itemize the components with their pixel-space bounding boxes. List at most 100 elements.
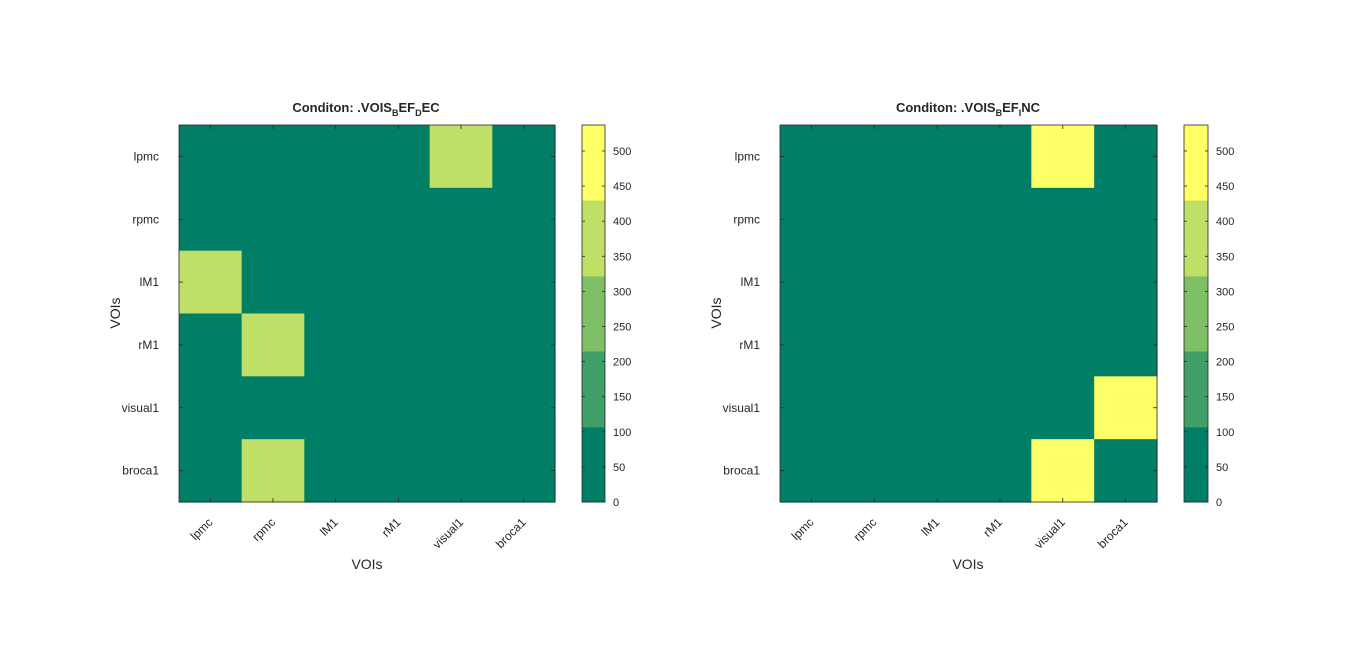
x-tick-label: lpmc xyxy=(789,515,817,543)
heatmap-cell xyxy=(429,376,493,440)
colorbar-tick-label: 50 xyxy=(613,462,625,474)
heatmap-cell xyxy=(842,187,907,252)
heatmap-cell xyxy=(179,187,243,252)
colorbar-level xyxy=(582,200,605,277)
x-axis-label-left: VOIs xyxy=(351,556,382,572)
x-tick-label: rM1 xyxy=(379,515,404,540)
heatmap-cell xyxy=(905,250,970,315)
colorbar-frame xyxy=(1183,124,1209,503)
heatmap-cell xyxy=(241,125,305,189)
heatmap-panel-left: Conditon: .VOISBEFDEC lpmc rpmc lM1 rM1 visu… xyxy=(107,100,631,572)
heatmap-cell xyxy=(492,250,556,315)
x-tick-label: broca1 xyxy=(1095,515,1131,551)
y-tick-labels-right: lpmc rpmc lM1 rM1 visual1 broca1 xyxy=(723,149,761,477)
heatmap-cell xyxy=(179,125,243,189)
colorbar-tick-label: 0 xyxy=(1216,497,1222,509)
x-tick-label: visual1 xyxy=(1032,515,1069,552)
colorbar-tick-label: 300 xyxy=(613,286,631,298)
heatmap-cell xyxy=(367,250,431,315)
y-tick-label: lpmc xyxy=(735,149,760,163)
colorbar-level xyxy=(1184,351,1208,428)
y-tick-label: visual1 xyxy=(723,401,761,415)
heatmap-cell xyxy=(367,187,431,252)
heatmap-cell xyxy=(492,125,556,189)
colorbar-level xyxy=(1184,200,1208,277)
heatmap-cell xyxy=(1094,313,1158,377)
colorbar-level xyxy=(582,125,605,201)
y-tick-label: rM1 xyxy=(739,338,760,352)
y-tick-label: lM1 xyxy=(741,275,761,289)
x-tick-label: lpmc xyxy=(188,515,216,543)
heatmap-cell xyxy=(842,125,907,189)
y-tick-label: visual1 xyxy=(122,401,160,415)
heatmap-cell xyxy=(304,125,368,189)
heatmap-cell xyxy=(780,439,844,503)
x-tick-label: visual1 xyxy=(430,515,467,552)
colorbar-right: 0 50 100 150 200 250 300 350 400 450 500 xyxy=(1183,124,1234,509)
axes-frame-left xyxy=(178,124,556,503)
heatmap-cell xyxy=(968,250,1032,315)
colorbar-level xyxy=(1184,275,1208,352)
heatmap-panel-right: Conditon: .VOISBEFINC lpmc rpmc lM1 rM1 visu… xyxy=(708,100,1234,572)
heatmap-cell xyxy=(968,313,1032,377)
x-tick-label: lM1 xyxy=(317,515,341,539)
heatmap-cell xyxy=(1094,439,1158,503)
heatmap-cell xyxy=(905,439,970,503)
colorbar-level xyxy=(582,351,605,428)
colorbar-level xyxy=(582,426,605,503)
colorbar-level xyxy=(1184,426,1208,503)
heatmap-cell xyxy=(842,439,907,503)
y-tick-label: rpmc xyxy=(132,212,159,226)
colorbar-tick-label: 50 xyxy=(1216,462,1228,474)
colorbar-tick-label: 350 xyxy=(613,251,631,263)
heatmap-cell xyxy=(1031,187,1095,252)
colorbar-tick-label: 450 xyxy=(1216,181,1234,193)
heatmap-cell xyxy=(1031,125,1095,189)
heatmap-cell xyxy=(842,376,907,440)
colorbar-tick-label: 100 xyxy=(613,427,631,439)
heatmap-cell xyxy=(304,376,368,440)
x-axis-label-right: VOIs xyxy=(952,556,983,572)
colorbar-tick-label: 200 xyxy=(1216,357,1234,369)
heatmap-cell xyxy=(968,439,1032,503)
colorbar-tick-label: 350 xyxy=(1216,251,1234,263)
heatmap-cell xyxy=(367,376,431,440)
colorbar-tick-label: 200 xyxy=(613,357,631,369)
heatmap-cell xyxy=(429,125,493,189)
x-tick-label: rM1 xyxy=(981,515,1006,540)
heatmap-cell xyxy=(241,313,305,377)
heatmap-cell xyxy=(780,376,844,440)
colorbar-tick-label: 500 xyxy=(1216,146,1234,158)
heatmap-cell xyxy=(905,125,970,189)
heatmap-cell xyxy=(1031,376,1095,440)
heatmap-cell xyxy=(905,376,970,440)
y-tick-label: rpmc xyxy=(733,212,760,226)
y-axis-label-right: VOIs xyxy=(708,297,724,328)
heatmap-cell xyxy=(780,125,844,189)
chart-title-right: Conditon: .VOISBEFINC xyxy=(896,100,1041,118)
colorbar-frame xyxy=(581,124,606,503)
colorbar-tick-label: 300 xyxy=(1216,286,1234,298)
axis-ticks-left xyxy=(179,125,555,502)
x-tick-label: rpmc xyxy=(249,515,278,544)
heatmap-cell xyxy=(1094,250,1158,315)
heatmap-cells-right xyxy=(780,125,1158,503)
y-tick-label: rM1 xyxy=(138,338,159,352)
axis-ticks-right xyxy=(780,125,1157,502)
x-tick-label: broca1 xyxy=(493,515,529,551)
colorbar-tick-label: 250 xyxy=(1216,321,1234,333)
heatmap-cell xyxy=(241,376,305,440)
heatmap-cell xyxy=(492,187,556,252)
y-tick-labels-left: lpmc rpmc lM1 rM1 visual1 broca1 xyxy=(122,149,160,477)
y-tick-label: broca1 xyxy=(122,464,159,478)
colorbar-tick-label: 400 xyxy=(1216,216,1234,228)
heatmap-cell xyxy=(241,187,305,252)
heatmap-cell xyxy=(492,313,556,377)
heatmap-cell xyxy=(780,250,844,315)
heatmap-cell xyxy=(304,439,368,503)
heatmap-cell xyxy=(304,313,368,377)
colorbar-tick-label: 250 xyxy=(613,321,631,333)
heatmap-cell xyxy=(492,439,556,503)
heatmap-cell xyxy=(905,187,970,252)
colorbar-tick-label: 500 xyxy=(613,146,631,158)
